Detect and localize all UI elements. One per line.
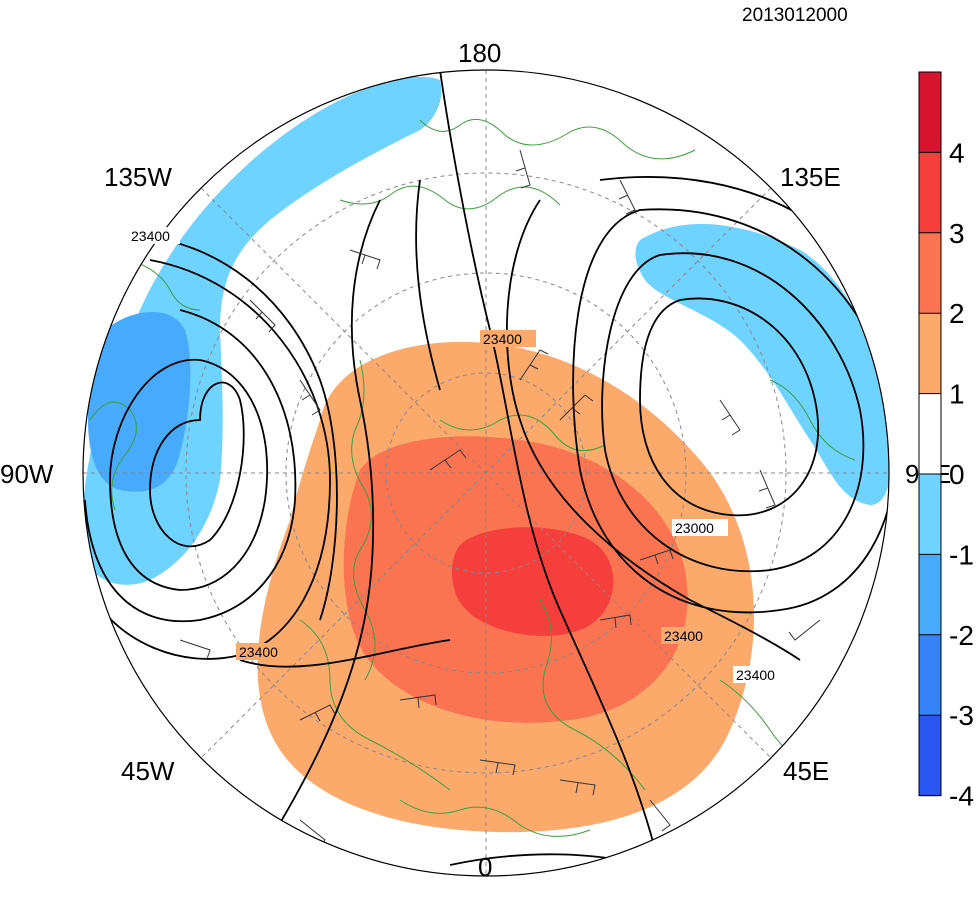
colorbar-segment [919,152,941,233]
colorbar-tick-label: 1 [949,379,965,410]
cool-anomaly-left-core [88,311,191,492]
colorbar-tick-label: -2 [949,620,974,651]
colorbar-tick-label: -3 [949,700,974,731]
lon-label-135w: 135W [104,162,172,192]
wind-barbs [179,149,821,849]
colorbar-segment [919,715,941,796]
colorbar-tick-label: 4 [949,137,965,168]
colorbar-tick-label: -4 [949,781,974,812]
colorbar-segment [919,232,941,314]
colorbar-tick-label: 0 [949,459,965,490]
contour-labels: 23400 23400 23400 23400 23000 23400 [128,227,789,683]
contour-label: 23400 [131,228,170,244]
graticule [83,70,889,876]
lon-label-135e: 135E [780,162,841,192]
contour-label: 23400 [664,628,703,644]
colorbar-segment [919,554,941,635]
warm-anomaly-level3 [451,527,614,636]
colorbar-tick-label: 3 [949,218,965,249]
shading-layer [83,76,889,833]
cool-anomaly-right [635,223,889,505]
contour-label: 23400 [736,667,775,683]
lon-label-0: 0 [478,852,492,882]
colorbar-segment [919,474,941,555]
colorbar-tick-label: -1 [949,539,974,570]
geopotential-contours [84,70,889,871]
lon-label-45e: 45E [783,756,829,786]
contour-label: 23400 [239,644,278,660]
map-boundary [82,69,890,877]
lon-label-45w: 45W [121,756,175,786]
lon-label-90w: 90W [0,459,54,489]
colorbar-segment [919,72,941,153]
colorbar-segment [919,393,941,474]
contour-label: 23000 [675,520,714,536]
colorbar-segment [919,313,941,394]
colorbar-segment [919,634,941,716]
timestamp: 2013012000 [742,5,848,26]
colorbar: 4 3 2 1 0 -1 -2 -3 -4 [918,71,974,812]
colorbar-tick-label: 2 [949,298,965,329]
lon-label-180: 180 [458,38,501,68]
longitude-labels: 180 135W 135E 90W 90E 45W 45E 0 [0,38,951,882]
contour-label: 23400 [483,331,522,347]
